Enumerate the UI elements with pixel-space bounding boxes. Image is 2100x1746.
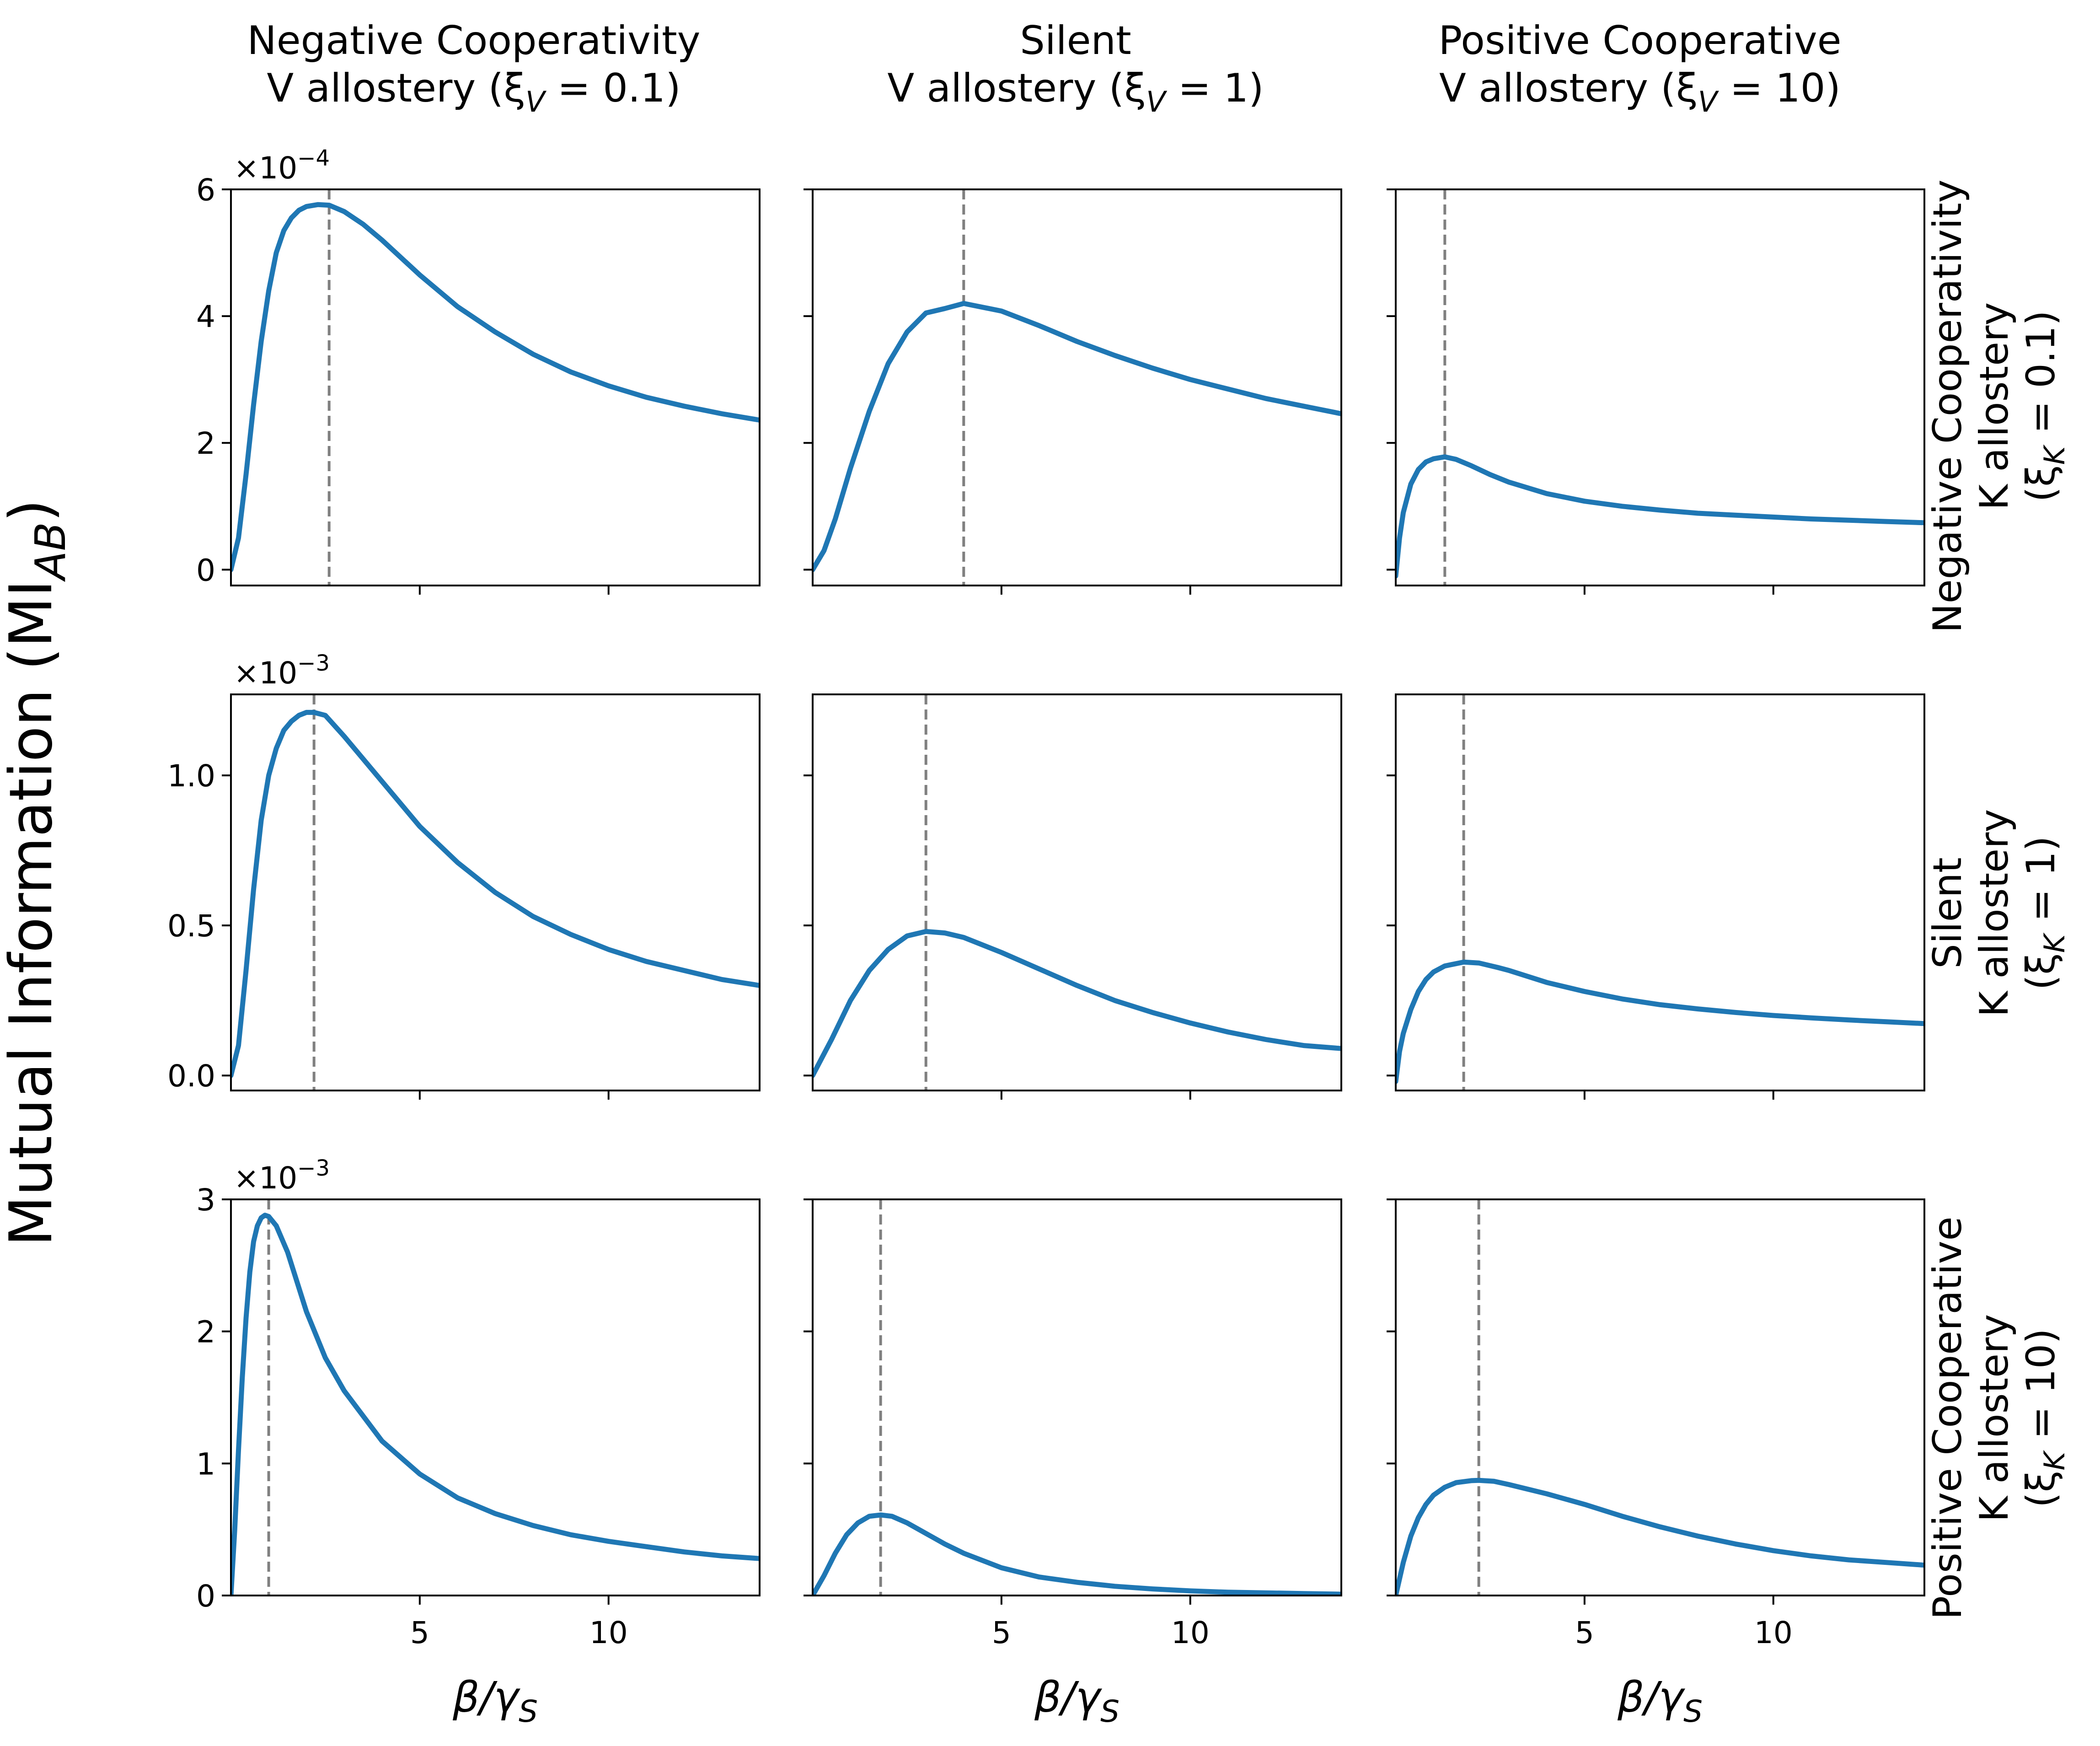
y-axis-label: Mutual Information (MIAB) — [0, 499, 75, 1246]
row-header-0-line2: K allostery — [1971, 302, 2017, 510]
panel-r2-c2-frame — [1395, 1198, 1925, 1596]
panel-r2-c1-xtick-label: 10 — [1171, 1615, 1210, 1650]
column-header-1-line2: V allostery (ξV = 1) — [887, 65, 1264, 118]
row-header-1-line1: Silent — [1925, 857, 1971, 969]
panel-r0-c2-series-line — [1396, 454, 1924, 579]
panel-r2-c2-xtick-label: 5 — [1575, 1615, 1594, 1650]
panel-r0-c0-ytick-label: 2 — [196, 426, 215, 461]
panel-r2-c2-series-line — [1396, 1477, 1924, 1596]
panel-r2-c0-xtick-label: 5 — [410, 1615, 429, 1650]
panel-r2-c1-xlabel: β/γS — [1034, 1673, 1120, 1729]
row-header-0-line1: Negative Cooperativity — [1925, 179, 1971, 633]
panel-r1-c2-frame — [1395, 693, 1925, 1091]
panel-r0-c2 — [1387, 188, 1925, 595]
panel-r0-c1-frame — [812, 188, 1342, 586]
panel-r1-c2 — [1387, 693, 1925, 1100]
panel-r2-c0-ytick-label: 0 — [196, 1579, 215, 1614]
panel-r2-c0-xtick-label: 10 — [589, 1615, 628, 1650]
panel-r1-c0-frame — [230, 693, 761, 1091]
panel-r0-c0-ytick-label: 6 — [196, 172, 215, 208]
row-header-1-line2: K allostery — [1971, 809, 2017, 1017]
panel-r2-c2-xlabel: β/γS — [1617, 1673, 1703, 1729]
panel-r0-c0-ytick-label: 4 — [196, 299, 215, 334]
panel-r2-c0-xlabel: β/γS — [452, 1673, 538, 1729]
column-header-2-line2: V allostery (ξV = 10) — [1439, 65, 1841, 118]
column-header-1: Silent V allostery (ξV = 1) — [887, 18, 1264, 118]
row-header-2-line3: (ξK = 10) — [2018, 1328, 2071, 1508]
panel-r1-c0: 0.0 0.5 1.0 ×10−3 — [167, 650, 761, 1100]
row-header-1: Silent K allostery (ξK = 1) — [1925, 809, 2071, 1017]
row-header-0-line3: (ξK = 0.1) — [2018, 310, 2071, 502]
panel-r2-c0-frame — [230, 1198, 761, 1596]
panel-r1-c0-series-line — [231, 709, 760, 1078]
panel-r1-c1-series-line — [813, 929, 1341, 1078]
panel-r1-c0-ytick-label: 0.0 — [167, 1058, 215, 1094]
panel-r1-c2-series-line — [1396, 959, 1924, 1084]
panel-r2-c1-frame — [812, 1198, 1342, 1596]
column-header-2: Positive Cooperative V allostery (ξV = 1… — [1438, 18, 1841, 118]
panel-r2-c0-ytick-label: 1 — [196, 1446, 215, 1482]
row-header-0: Negative Cooperativity K allostery (ξK =… — [1925, 179, 2071, 633]
panel-r1-c0-offset-label: ×10−3 — [234, 650, 330, 691]
panel-r0-c2-frame — [1395, 188, 1925, 586]
panel-r2-c2-xtick-label: 10 — [1754, 1615, 1793, 1650]
row-header-2-line2: K allostery — [1971, 1314, 2017, 1522]
panel-r2-c1-series-line — [813, 1512, 1341, 1596]
column-header-0-line2: V allostery (ξV = 0.1) — [267, 65, 680, 118]
panel-r1-c1 — [804, 693, 1342, 1100]
panel-r2-c0-ytick-label: 2 — [196, 1315, 215, 1350]
panel-r0-c0-frame — [230, 188, 761, 586]
row-header-2: Positive Cooperative K allostery (ξK = 1… — [1925, 1216, 2071, 1619]
panel-r1-c0-ytick-label: 0.5 — [167, 908, 215, 944]
row-header-2-line1: Positive Cooperative — [1925, 1216, 1971, 1619]
column-header-0-line1: Negative Cooperativity — [247, 18, 700, 64]
panel-r0-c0-offset-label: ×10−4 — [234, 145, 330, 186]
panel-r2-c0-ytick-label: 3 — [196, 1182, 215, 1218]
panel-r1-c1-frame — [812, 693, 1342, 1091]
panel-r0-c1-series-line — [813, 301, 1341, 572]
column-header-2-line1: Positive Cooperative — [1438, 18, 1841, 64]
panel-r0-c1 — [804, 188, 1342, 595]
panel-r0-c0: 0 2 4 6 ×10−4 — [196, 145, 761, 595]
panel-r2-c1-xtick-label: 5 — [992, 1615, 1011, 1650]
row-header-1-line3: (ξK = 1) — [2018, 836, 2071, 990]
panel-r1-c0-ytick-label: 1.0 — [167, 758, 215, 794]
panel-r2-c0: 0 1 2 3 5 10 ×10−3 β/γS — [196, 1155, 761, 1729]
panel-r2-c1: 5 10 β/γS — [804, 1198, 1342, 1729]
column-header-0: Negative Cooperativity V allostery (ξV =… — [247, 18, 700, 118]
column-header-1-line1: Silent — [1020, 18, 1131, 64]
panel-r2-c0-series-line — [231, 1213, 760, 1596]
panel-r2-c2: 5 10 β/γS — [1387, 1198, 1925, 1729]
panel-r0-c0-ytick-label: 0 — [196, 553, 215, 588]
panel-r2-c0-offset-label: ×10−3 — [234, 1155, 330, 1196]
panel-r0-c0-series-line — [231, 202, 760, 572]
